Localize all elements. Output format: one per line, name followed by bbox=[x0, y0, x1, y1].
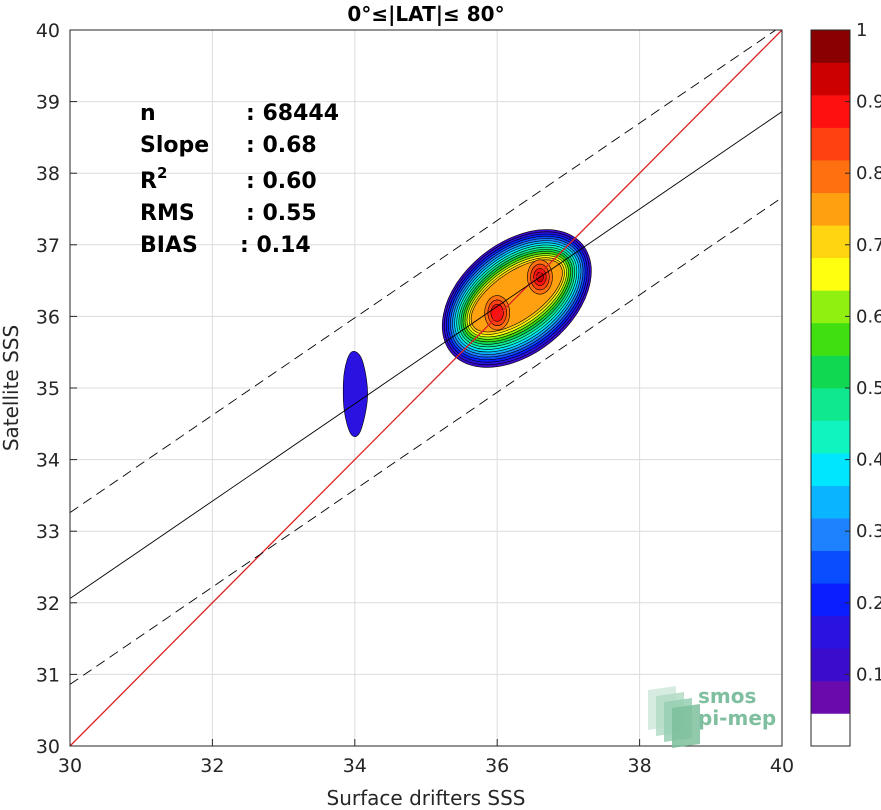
colorbar-band-20 bbox=[811, 62, 850, 96]
logo-text-1: pi-mep bbox=[698, 706, 776, 730]
density-contours bbox=[342, 229, 592, 437]
stats-box: n : 68444 Slope : 0.68 R2 : 0.60 RMS : 0.55 BIAS… bbox=[140, 101, 339, 258]
stat-sup-2: 2 bbox=[157, 164, 167, 182]
colorbar-tick-label-7: 0.8 bbox=[856, 163, 881, 184]
colorbar-band-5 bbox=[811, 550, 850, 584]
stat-label-4: BIAS bbox=[140, 233, 198, 258]
x-tick-label-3: 36 bbox=[485, 755, 509, 777]
colorbar-band-14 bbox=[811, 257, 850, 291]
y-tick-label-1: 31 bbox=[36, 664, 60, 686]
colorbar-band-11 bbox=[811, 355, 850, 389]
identity-line bbox=[69, 29, 783, 747]
colorbar-band-0 bbox=[811, 713, 850, 747]
colorbar-tick-label-9: 1 bbox=[856, 20, 867, 41]
y-tick-label-4: 34 bbox=[36, 450, 60, 472]
colorbar-band-9 bbox=[811, 420, 850, 454]
colorbar-tick-label-1: 0.2 bbox=[856, 593, 881, 614]
colorbar-tick-label-2: 0.3 bbox=[856, 521, 881, 542]
reference-lines bbox=[69, 29, 783, 747]
colorbar-band-13 bbox=[811, 290, 850, 324]
y-tick-label-2: 32 bbox=[36, 593, 60, 615]
y-tick-label-10: 40 bbox=[36, 20, 60, 42]
colorbar-band-17 bbox=[811, 160, 850, 194]
regression-line bbox=[69, 111, 783, 599]
colorbar-band-18 bbox=[811, 127, 850, 161]
colorbar-band-7 bbox=[811, 485, 850, 519]
y-tick-label-9: 39 bbox=[36, 92, 60, 114]
colorbar-tick-label-6: 0.7 bbox=[856, 235, 881, 256]
colorbar-band-2 bbox=[811, 648, 850, 682]
y-tick-label-7: 37 bbox=[36, 235, 60, 257]
x-tick-label-5: 40 bbox=[770, 755, 794, 777]
axis-ticks: 30 32 34 36 38 40 30 31 32 33 34 35 36 37 38 39 40 bbox=[36, 20, 794, 777]
colorbar-band-16 bbox=[811, 192, 850, 226]
x-tick-label-1: 32 bbox=[200, 755, 224, 777]
secondary-cluster bbox=[342, 351, 368, 437]
colorbar-band-19 bbox=[811, 95, 850, 128]
stat-value-4: : 0.14 bbox=[240, 233, 311, 258]
chart-title: 0°≤|LAT|≤ 80° bbox=[347, 2, 504, 26]
colorbar-band-4 bbox=[811, 583, 850, 617]
y-tick-label-6: 36 bbox=[36, 306, 60, 328]
stat-value-3: : 0.55 bbox=[246, 201, 317, 226]
y-tick-label-3: 33 bbox=[36, 521, 60, 543]
colorbar-tick-label-8: 0.9 bbox=[856, 92, 881, 113]
colorbar-band-12 bbox=[811, 322, 850, 356]
colorbar-band-21 bbox=[811, 30, 850, 63]
x-tick-label-0: 30 bbox=[58, 755, 82, 777]
colorbar-tick-label-3: 0.4 bbox=[856, 450, 881, 471]
colorbar-tick-label-0: 0.1 bbox=[856, 664, 881, 685]
x-tick-label-4: 38 bbox=[628, 755, 652, 777]
y-tick-label-5: 35 bbox=[36, 378, 60, 400]
y-tick-label-8: 38 bbox=[36, 163, 60, 185]
colorbar-band-8 bbox=[811, 453, 850, 486]
colorbar-band-10 bbox=[811, 388, 850, 421]
x-axis-label: Surface drifters SSS bbox=[327, 786, 526, 810]
colorbar-band-6 bbox=[811, 518, 850, 552]
colorbar-tick-label-4: 0.5 bbox=[856, 378, 881, 399]
regression-upper-line bbox=[69, 29, 776, 513]
stat-label-3: RMS bbox=[140, 201, 195, 226]
colorbar-tick-label-5: 0.6 bbox=[856, 306, 881, 327]
stat-label-1: Slope bbox=[140, 133, 209, 158]
colorbar-band-1 bbox=[811, 680, 850, 714]
logo-wave-3 bbox=[672, 704, 700, 748]
regression-lower-line bbox=[69, 197, 783, 685]
colorbar-band-3 bbox=[811, 615, 850, 649]
stat-label-2: R2 bbox=[140, 164, 167, 194]
x-tick-label-2: 34 bbox=[343, 755, 367, 777]
logo-text-0: smos bbox=[698, 684, 756, 708]
colorbar: 0.1 0.2 0.3 0.4 0.5 0.6 0.7 0.8 0.9 1 bbox=[810, 20, 881, 747]
stat-label-0: n bbox=[140, 101, 156, 126]
stat-value-2: : 0.60 bbox=[246, 169, 317, 194]
y-tick-label-0: 30 bbox=[36, 736, 60, 758]
colorbar-band-15 bbox=[811, 225, 850, 259]
y-axis-label: Satellite SSS bbox=[0, 325, 23, 451]
stat-value-1: : 0.68 bbox=[246, 133, 317, 158]
stat-value-0: : 68444 bbox=[246, 101, 339, 126]
